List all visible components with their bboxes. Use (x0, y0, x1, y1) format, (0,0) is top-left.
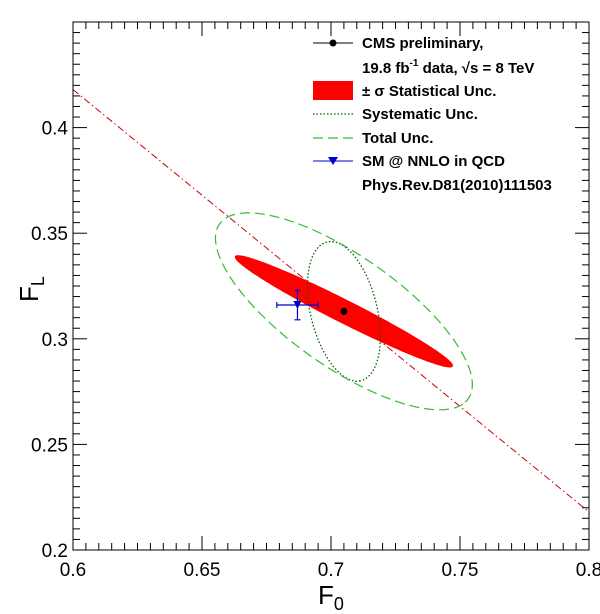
x-tick-label: 0.8 (576, 560, 600, 581)
prediction-marker (293, 301, 302, 310)
legend-data-label-2: 19.8 fb-1 data, √s = 8 TeV (362, 58, 534, 77)
legend-syst-label: Systematic Unc. (362, 106, 478, 123)
legend-data-marker (329, 39, 337, 47)
legend-sm-ref: Phys.Rev.D81(2010)111503 (362, 177, 552, 194)
y-tick-label: 0.3 (42, 330, 68, 351)
y-tick-label: 0.25 (31, 435, 68, 456)
measurement-marker (340, 307, 348, 315)
x-tick-label: 0.65 (184, 560, 221, 581)
legend-stat-label: ± σ Statistical Unc. (362, 83, 496, 100)
total-contour (214, 212, 473, 411)
legend-total-label: Total Unc. (362, 130, 433, 147)
legend-stat-swatch (313, 81, 353, 100)
y-tick-label: 0.4 (42, 119, 69, 140)
x-tick-label: 0.75 (442, 560, 479, 581)
y-tick-label: 0.35 (31, 224, 68, 245)
y-axis-label: FL (14, 276, 48, 302)
legend-sm-marker (328, 157, 338, 165)
constraint-line (73, 89, 589, 513)
legend: CMS preliminary, 19.8 fb-1 data, √s = 8 … (313, 35, 552, 194)
y-tick-label: 0.2 (42, 541, 68, 562)
x-tick-label: 0.7 (318, 560, 344, 581)
x-tick-label: 0.6 (60, 560, 86, 581)
legend-data-label: CMS preliminary, (362, 35, 483, 52)
legend-sm-label: SM @ NNLO in QCD (362, 153, 505, 170)
x-axis-label: F0 (318, 580, 344, 614)
